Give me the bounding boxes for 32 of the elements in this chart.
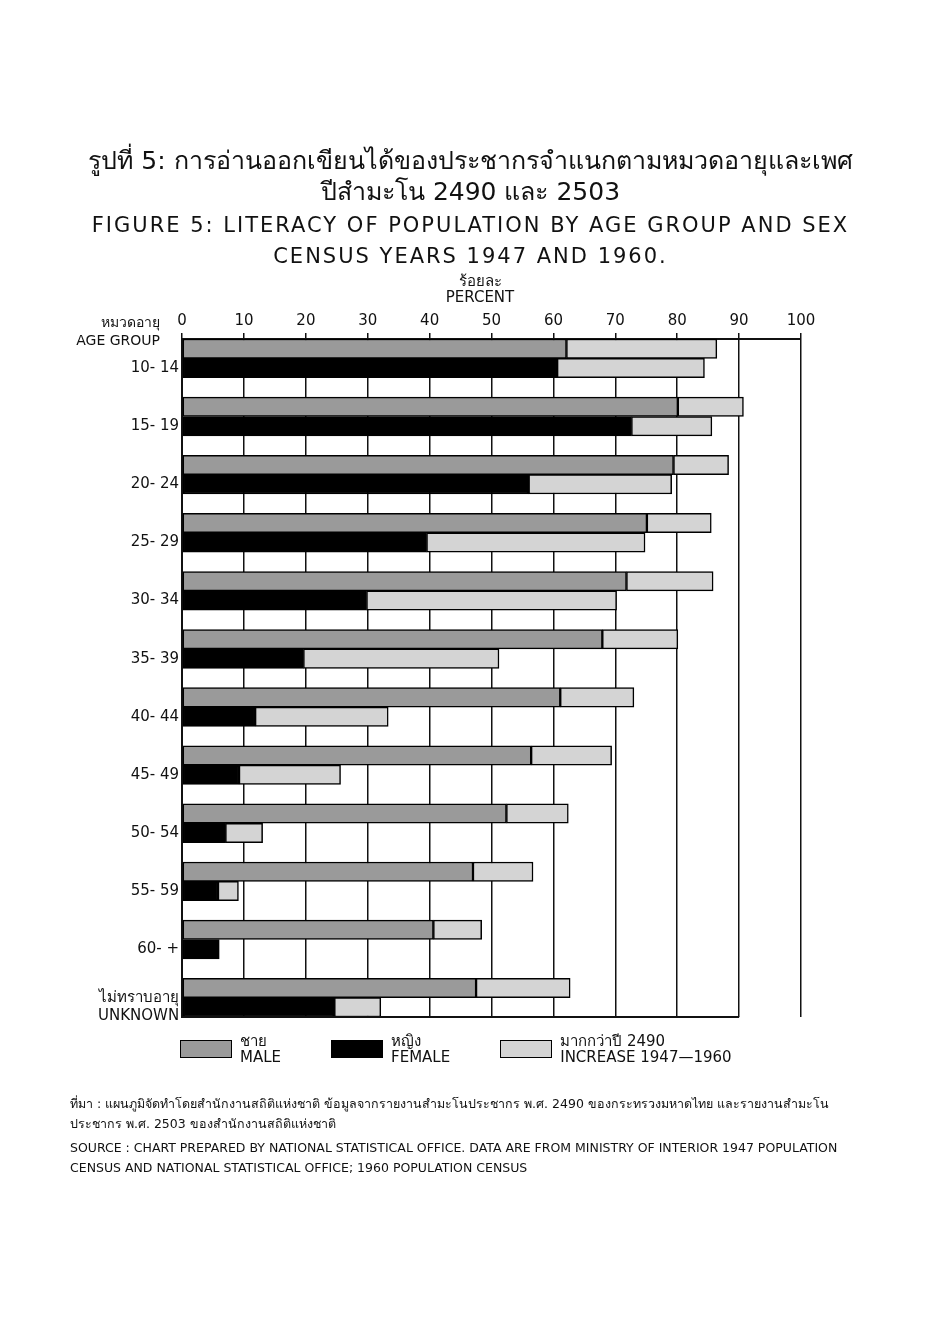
source-note: SOURCE : CHART PREPARED BY NATIONAL STATISTICAL OFFICE. DATA ARE FROM MINISTRY OF INTERIOR 1947 POPULATION CENSUS AND NATIONAL STATISTICAL OFFICE; 1960 POPULATION CENSUS [70,1138,839,1177]
legend-label: ชาย MALE [240,1031,282,1066]
x-tick-label: 100 [786,310,816,329]
y-tick-label: 30- 34 [130,589,180,608]
y-tick-label: ไม่ทราบอายุ UNKNOWN [97,987,180,1024]
x-tick-label: 70 [605,310,625,329]
y-tick-label: 35- 39 [130,648,180,667]
x-tick-label: 40 [420,310,440,329]
x-tick-label: 0 [177,310,187,329]
x-tick-label: 20 [296,310,316,329]
y-axis-title: หมวดอายุ AGE GROUP [75,312,160,349]
y-tick-label: 45- 49 [130,764,180,783]
text: ที่มา : แผนภูมิจัดทำโดยสำนักงานสถิติแห่งชาติ ข้อมูลจากรายงานสำมะโนประชากร พ.ศ. 2490 ของกระทรวงมหาดไทย และรายงานสำมะโนประชากร พ.ศ. 2503 ของสำนักงานสถิติแห่งชาติ [70,1094,830,1133]
chart-title: รูปที่ 5: การอ่านออกเขียนได้ของประชากรจำแนกตามหมวดอายุและเพศ ปีสำมะโน 2490 และ 2503 [87,145,854,208]
x-tick-label: 90 [729,310,749,329]
legend-label: มากกว่าปี 2490 INCREASE 1947—1960 [560,1031,732,1066]
x-axis-title: ร้อยละ PERCENT [444,271,516,306]
y-tick-label: 20- 24 [130,473,180,492]
y-tick-label: 40- 44 [130,706,180,725]
x-tick-label: 60 [543,310,563,329]
y-tick-label: 60- + [137,938,180,957]
chart-subtitle: FIGURE 5: LITERACY OF POPULATION BY AGE GROUP AND SEX CENSUS YEARS 1947 AND 1960. [90,211,851,270]
x-tick-label: 80 [667,310,687,329]
y-tick-label: 25- 29 [130,531,180,550]
x-tick-label: 50 [482,310,502,329]
legend-label: หญิง FEMALE [391,1031,451,1066]
y-tick-label: 50- 54 [130,822,180,841]
y-tick-label: 10- 14 [130,357,180,376]
y-tick-label: 15- 19 [130,415,180,434]
y-tick-label: 55- 59 [130,880,180,899]
x-tick-label: 30 [358,310,378,329]
x-tick-label: 10 [234,310,254,329]
